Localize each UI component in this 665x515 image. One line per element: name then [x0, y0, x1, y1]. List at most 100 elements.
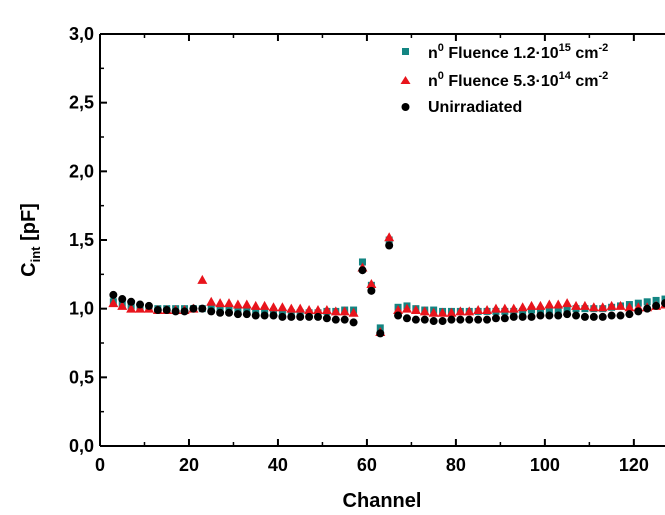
data-point-circle	[296, 312, 305, 321]
y-axis-title: Cint [pF]	[18, 203, 43, 277]
data-point-triangle	[401, 303, 412, 313]
data-point-square	[234, 306, 242, 314]
data-point-triangle	[508, 303, 519, 313]
data-point-circle	[278, 312, 287, 321]
data-point-triangle	[393, 305, 404, 315]
legend-label-3: Unirradiated	[428, 99, 522, 116]
y-tick-label: 2,0	[69, 161, 94, 181]
data-point-circle	[394, 311, 403, 320]
data-point-circle	[580, 312, 589, 321]
data-point-triangle	[206, 296, 217, 306]
data-point-circle	[127, 297, 136, 306]
data-point-triangle	[241, 299, 252, 309]
data-point-triangle	[197, 274, 208, 284]
legend-label-1-sup3: -2	[598, 42, 608, 54]
data-point-triangle	[455, 306, 466, 316]
x-tick-label: 20	[179, 455, 199, 475]
data-point-circle	[438, 317, 447, 326]
data-point-circle	[491, 314, 500, 323]
data-point-square	[652, 296, 660, 304]
data-point-circle	[465, 315, 474, 324]
data-points	[108, 232, 665, 338]
data-point-triangle	[606, 300, 617, 310]
data-point-square	[563, 305, 571, 313]
data-point-triangle	[215, 298, 226, 308]
data-point-circle	[661, 299, 665, 308]
data-point-circle	[483, 315, 492, 324]
data-point-triangle	[544, 299, 555, 309]
data-point-circle	[287, 312, 296, 321]
data-point-triangle	[517, 302, 528, 312]
x-tick-label: 120	[619, 455, 649, 475]
data-point-square	[296, 309, 304, 317]
data-point-square	[528, 306, 536, 314]
data-point-triangle	[312, 305, 323, 315]
data-point-triangle	[384, 232, 395, 242]
data-point-triangle	[624, 302, 635, 312]
data-point-circle	[118, 295, 127, 304]
data-point-circle	[358, 266, 367, 275]
legend-label-2-mid2: cm	[571, 73, 599, 90]
data-point-triangle	[446, 307, 457, 317]
data-point-circle	[527, 312, 536, 321]
svg-text:n0 Fluence 5.3·1014 cm-2: n0 Fluence 5.3·1014 cm-2	[428, 70, 608, 90]
data-point-triangle	[553, 299, 564, 309]
data-point-circle	[269, 311, 278, 320]
data-point-circle	[189, 304, 198, 313]
x-tick-label: 0	[95, 455, 105, 475]
data-point-circle	[474, 315, 483, 324]
data-point-triangle	[268, 302, 279, 312]
legend-label-2-prefix: n	[428, 73, 438, 90]
data-point-triangle	[224, 298, 235, 308]
legend-entry-fluence-low: n0 Fluence 5.3·1014 cm-2	[400, 70, 608, 90]
data-point-triangle	[526, 300, 537, 310]
data-point-circle	[385, 241, 394, 250]
data-point-circle	[305, 312, 314, 321]
data-point-triangle	[117, 300, 128, 310]
data-point-circle	[171, 307, 180, 316]
legend-label-2-sup1: 0	[438, 70, 444, 82]
data-point-circle	[153, 306, 162, 315]
data-point-triangle	[286, 303, 297, 313]
data-point-circle	[349, 318, 358, 327]
data-point-square	[252, 307, 260, 315]
data-point-circle	[447, 315, 456, 324]
data-point-circle	[509, 312, 518, 321]
data-point-triangle	[597, 302, 608, 312]
data-point-triangle	[571, 300, 582, 310]
data-point-square	[278, 309, 286, 317]
legend-marker-circle	[401, 103, 410, 111]
x-tick-label: 60	[357, 455, 377, 475]
data-point-circle	[616, 311, 625, 320]
data-point-triangle	[419, 306, 430, 316]
x-tick-label: 100	[530, 455, 560, 475]
data-point-circle	[198, 304, 207, 313]
data-point-circle	[554, 311, 563, 320]
data-point-triangle	[339, 306, 350, 316]
data-point-circle	[607, 311, 616, 320]
svg-text:n0 Fluence 1.2·1015 cm-2: n0 Fluence 1.2·1015 cm-2	[428, 42, 608, 62]
data-point-square	[358, 258, 366, 266]
legend-label-1-sup1: 0	[438, 42, 444, 54]
data-point-circle	[518, 312, 527, 321]
data-point-circle	[589, 312, 598, 321]
legend-entry-fluence-high: n0 Fluence 1.2·1015 cm-2	[402, 42, 608, 62]
y-tick-label: 3,0	[69, 24, 94, 44]
data-point-square	[519, 307, 527, 315]
data-point-triangle	[126, 303, 137, 313]
x-tick-label: 40	[268, 455, 288, 475]
data-point-triangle	[490, 303, 501, 313]
data-point-square	[243, 306, 251, 314]
data-point-triangle	[482, 305, 493, 315]
data-point-triangle	[295, 303, 306, 313]
data-point-square	[536, 306, 544, 314]
data-point-square	[643, 298, 651, 306]
x-axis-title: Channel	[343, 490, 422, 512]
data-point-circle	[643, 304, 652, 313]
y-tick-label: 2,5	[69, 93, 94, 113]
y-tick-label: 0,0	[69, 436, 94, 456]
data-point-triangle	[321, 305, 332, 315]
data-point-circle	[429, 317, 438, 326]
